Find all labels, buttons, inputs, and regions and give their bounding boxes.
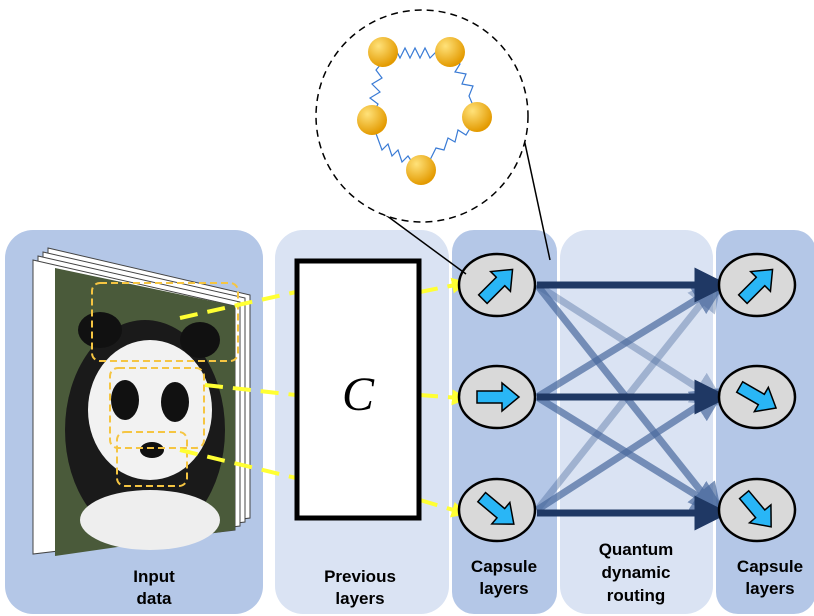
routing-arrows <box>534 267 730 531</box>
layer-box <box>294 258 422 521</box>
panel-label: routing <box>607 586 666 605</box>
receptive-fields <box>91 282 239 487</box>
panel-label: Input <box>133 567 175 586</box>
image-stack <box>32 247 251 556</box>
panel-label: Previous <box>324 567 396 586</box>
panel-label: data <box>137 589 173 608</box>
panel-label: layers <box>745 579 794 598</box>
panel-label: Quantum <box>599 540 674 559</box>
panel-label: layers <box>335 589 384 608</box>
panel-label: dynamic <box>602 563 671 582</box>
zoom-circle <box>315 9 529 223</box>
yellow-links <box>179 277 468 518</box>
panel-label: layers <box>479 579 528 598</box>
routing-panel <box>560 230 713 614</box>
panel-label: Capsule <box>737 557 803 576</box>
box-symbol: C <box>342 368 375 421</box>
spins <box>357 37 492 185</box>
capsule-vectors <box>476 268 778 528</box>
springs <box>368 46 476 169</box>
panel-label: Capsule <box>471 557 537 576</box>
